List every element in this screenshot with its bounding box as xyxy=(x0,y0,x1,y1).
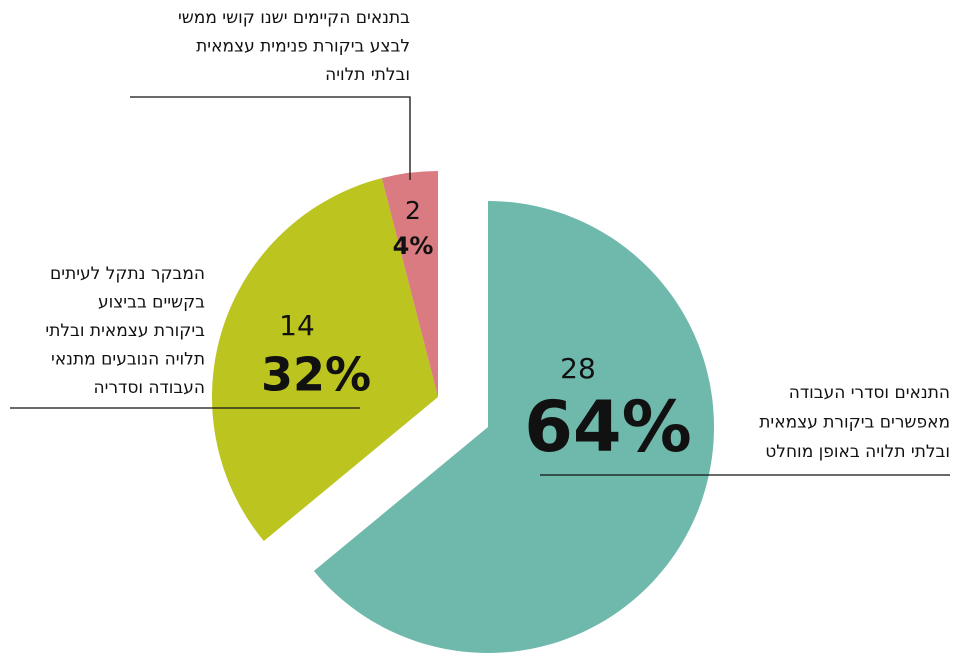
slice-percent: 32% xyxy=(261,348,371,402)
category-label: בתנאים הקיימים ישנו קושי ממשי xyxy=(178,8,410,28)
category-label: התנאים וסדרי העבודה xyxy=(789,383,950,403)
category-label: לבצע ביקורת פנימית עצמאית xyxy=(196,37,410,57)
pie-slice xyxy=(211,178,438,542)
slice-count: 14 xyxy=(279,309,315,342)
category-label: בקשיים בביצוע xyxy=(98,293,205,313)
category-label: העבודה וסדריה xyxy=(94,378,205,398)
category-label: המבקר נתקל לעיתים xyxy=(50,264,205,284)
pie-slice xyxy=(313,201,714,653)
slice-count: 2 xyxy=(405,196,421,225)
pie-slice xyxy=(381,171,438,397)
category-label: ביקורת עצמאית ובלתי xyxy=(45,321,205,341)
slice-percent: 64% xyxy=(524,386,692,468)
category-label: מאפשרים ביקורת עצמאית xyxy=(759,413,950,433)
slice-percent: 4% xyxy=(393,232,434,260)
category-label: תלויה הנובעים מתנאי xyxy=(51,350,205,370)
category-label: ובלתי תלויה באופן מוחלט xyxy=(765,442,950,462)
leader-line xyxy=(130,96,411,180)
slice-count: 28 xyxy=(560,352,596,385)
category-label: ובלתי תלויה xyxy=(325,65,410,85)
